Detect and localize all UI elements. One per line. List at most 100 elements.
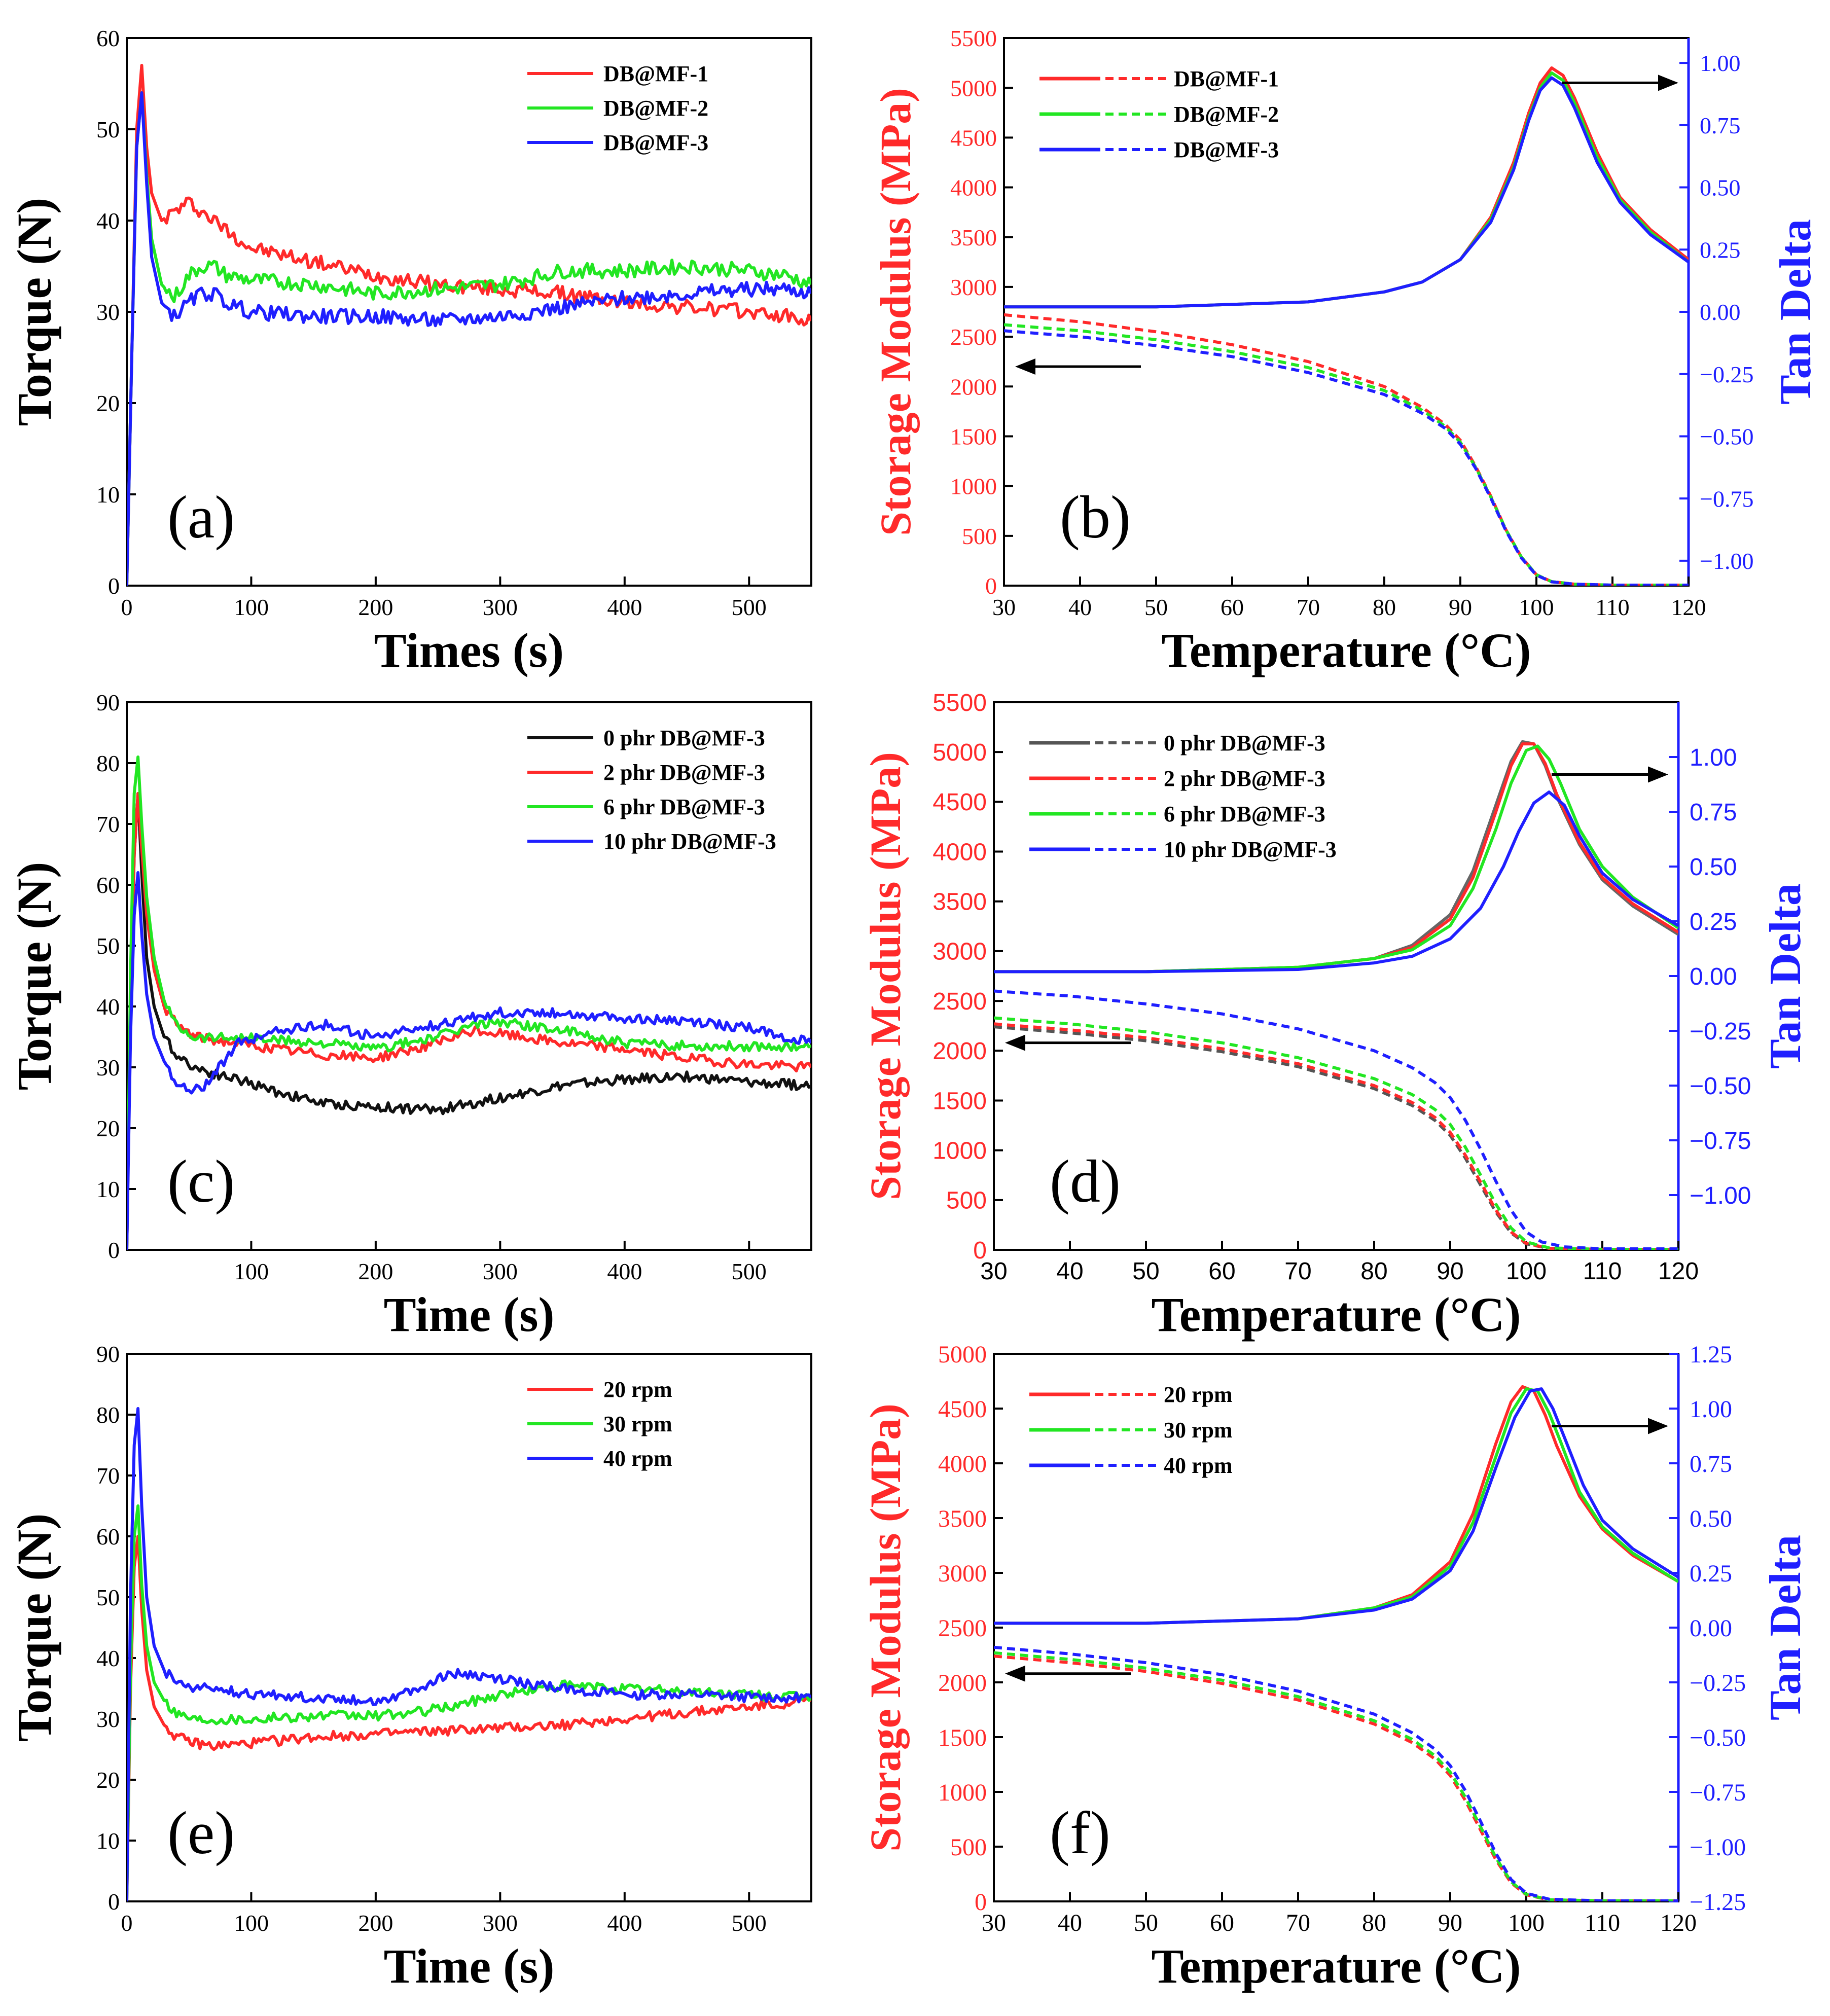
legend-label: DB@MF-3 <box>1174 137 1279 162</box>
series-line-0-phr-db-mf-3 <box>127 792 811 1250</box>
x-axis-title: Time (s) <box>384 1287 555 1342</box>
x-tick-label: 30 <box>982 1910 1006 1936</box>
x-axis-title: Time (s) <box>384 1939 555 1993</box>
x-tick-label: 40 <box>1056 1258 1083 1285</box>
series-line-2-phr-db-mf-3 <box>994 1022 1678 1250</box>
x-tick-label: 90 <box>1438 1910 1462 1936</box>
x-tick-label: 400 <box>607 594 642 620</box>
y-tick-label: 1500 <box>950 424 997 450</box>
y-tick-label: 4500 <box>938 1396 987 1423</box>
y-tick-label: 2500 <box>932 988 987 1015</box>
y-tick-label: 10 <box>96 1176 120 1202</box>
x-tick-label: 300 <box>483 1258 518 1284</box>
series-line-10-phr-db-mf-3 <box>127 871 811 1250</box>
y-tick-label: 5000 <box>938 1341 987 1368</box>
panel-d: 30 40 50 60 70 80 90 100 110 120 0 500 1000 1500 2000 2… <box>861 690 1810 1342</box>
panel-e: 0 100 200 300 400 500 0 10 20 30 40 50 60 70 80 90 Time … <box>7 1341 812 1993</box>
right-y-tick-label: −0.50 <box>1700 424 1753 450</box>
x-tick-label: 90 <box>1437 1258 1463 1285</box>
panel-b: 30 40 50 60 70 80 90 100 110 120 0 500 1000 1500 2000 2… <box>871 25 1820 677</box>
panel-label: (b) <box>1060 483 1131 551</box>
y-tick-label: 500 <box>950 1834 987 1861</box>
right-y-tick-label: −0.25 <box>1700 362 1753 387</box>
x-axis-title: Temperature (°C) <box>1152 1287 1521 1342</box>
y-tick-label: 4000 <box>938 1451 987 1478</box>
x-tick-label: 120 <box>1671 594 1706 620</box>
x-tick-label: 60 <box>1208 1258 1235 1285</box>
plot-frame <box>126 1353 812 1902</box>
right-y-tick-label: 0.75 <box>1690 799 1737 826</box>
x-tick-label: 200 <box>358 594 393 620</box>
right-y-tick-label: −0.75 <box>1700 486 1753 512</box>
y-tick-label: 500 <box>946 1187 987 1214</box>
x-tick-label: 400 <box>607 1910 642 1936</box>
y-tick-label: 50 <box>96 933 120 959</box>
x-tick-label: 110 <box>1595 594 1629 620</box>
x-tick-label: 100 <box>1519 594 1554 620</box>
y-tick-label: 70 <box>96 811 120 837</box>
series-line-db-mf-2-tan- <box>1004 71 1689 309</box>
y-axis-title: Storage Modulus (MPa) <box>861 752 910 1200</box>
x-tick-label: 120 <box>1658 1258 1699 1285</box>
x-tick-label: 0 <box>121 1910 133 1936</box>
plot-frame <box>126 701 812 1251</box>
series-group <box>994 740 1678 1250</box>
legend-label: 20 rpm <box>1164 1382 1233 1407</box>
x-axis-title: Temperature (°C) <box>1162 623 1531 677</box>
series-line-db-mf-3-tan- <box>1004 76 1689 309</box>
right-y-tick-label: −1.00 <box>1690 1182 1751 1209</box>
x-tick-label: 80 <box>1360 1258 1387 1285</box>
y-tick-label: 80 <box>96 1402 120 1428</box>
series-line-6-phr-db-mf-3 <box>127 755 811 1250</box>
legend-label: DB@MF-3 <box>603 130 708 155</box>
right-y-tick-label: 1.00 <box>1690 744 1737 771</box>
y-tick-label: 30 <box>96 1706 120 1732</box>
series-line-40-rpm <box>127 1407 811 1901</box>
x-tick-label: 0 <box>121 594 133 620</box>
y-tick-label: 3000 <box>932 939 987 965</box>
right-y-tick-label: 0.00 <box>1690 1615 1732 1642</box>
y-tick-label: 5000 <box>950 75 997 101</box>
right-axis-arrow-head <box>1658 75 1678 91</box>
x-tick-label: 500 <box>732 1258 767 1284</box>
series-line-db-mf-1 <box>1004 313 1689 586</box>
series-line-20-rpm <box>127 1535 811 1901</box>
y-tick-label: 4000 <box>950 175 997 201</box>
panel-label: (c) <box>167 1147 235 1215</box>
series-group <box>127 755 811 1250</box>
y-tick-label: 1000 <box>932 1137 987 1164</box>
legend-label: 30 rpm <box>1164 1418 1233 1443</box>
x-tick-label: 100 <box>1508 1910 1545 1936</box>
y-tick-label: 40 <box>96 994 120 1020</box>
legend-label: DB@MF-1 <box>1174 66 1279 91</box>
x-tick-label: 100 <box>234 1910 269 1936</box>
y-tick-label: 20 <box>96 1767 120 1793</box>
right-axis-arrow-head <box>1648 766 1668 783</box>
series-group <box>127 64 811 586</box>
series-line-20-rpm-tan- <box>994 1385 1678 1625</box>
legend-label: 40 rpm <box>1164 1453 1233 1478</box>
x-tick-label: 100 <box>234 594 269 620</box>
series-group <box>994 1385 1678 1901</box>
right-y-tick-label: 0.50 <box>1690 854 1737 881</box>
right-y-tick-label: −0.25 <box>1690 1018 1751 1045</box>
x-tick-label: 70 <box>1286 1910 1310 1936</box>
series-line-db-mf-3 <box>127 91 811 586</box>
x-tick-label: 100 <box>1506 1258 1547 1285</box>
y-tick-label: 50 <box>96 1585 120 1610</box>
right-y-tick-label: 1.25 <box>1690 1341 1732 1368</box>
y-tick-label: 1000 <box>938 1779 987 1806</box>
series-line-30-rpm-tan- <box>994 1387 1678 1625</box>
y-tick-label: 2000 <box>938 1670 987 1697</box>
series-line-0-phr-db-mf-3 <box>994 1025 1678 1250</box>
x-tick-label: 500 <box>732 1910 767 1936</box>
legend-label: 2 phr DB@MF-3 <box>1164 766 1325 791</box>
y-tick-label: 4500 <box>932 789 987 816</box>
right-y-tick-label: 0.75 <box>1690 1451 1732 1478</box>
y-tick-label: 0 <box>975 1889 987 1916</box>
y-axis-title: Storage Modulus (MPa) <box>871 88 920 536</box>
y-tick-label: 90 <box>96 1341 120 1367</box>
y-tick-label: 3500 <box>938 1505 987 1532</box>
x-tick-label: 60 <box>1210 1910 1234 1936</box>
series-line-20-rpm <box>994 1654 1678 1901</box>
